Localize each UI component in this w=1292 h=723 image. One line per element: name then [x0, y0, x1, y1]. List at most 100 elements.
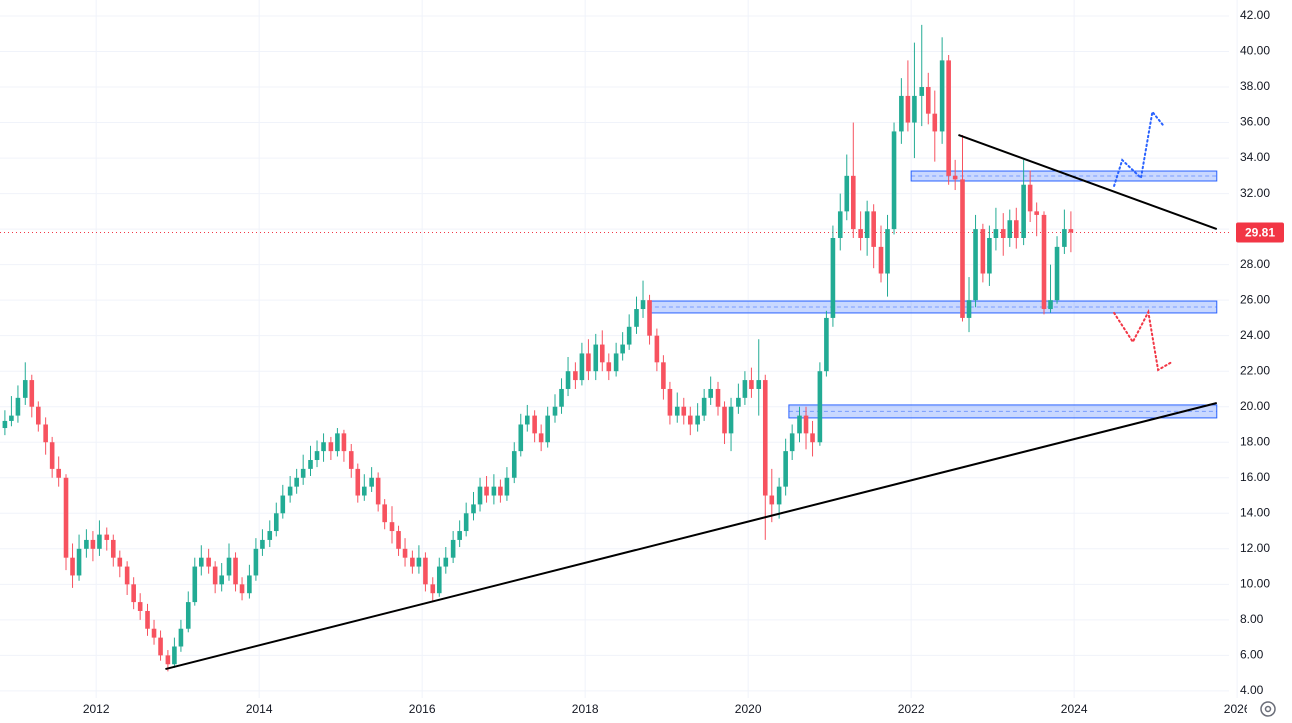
- candle-body: [756, 380, 762, 389]
- candle-body: [647, 300, 652, 336]
- candle-body: [2, 420, 8, 429]
- candle-body: [308, 460, 313, 469]
- candle-body: [715, 388, 721, 407]
- candle-body: [273, 513, 279, 532]
- candle-body: [586, 353, 591, 372]
- candle-body: [84, 539, 89, 549]
- y-tick-label: 14.00: [1240, 505, 1270, 519]
- candle-body: [199, 557, 204, 567]
- candle-body: [9, 415, 14, 421]
- candle-body: [484, 486, 489, 496]
- candle-body: [124, 566, 130, 585]
- candle-body: [789, 433, 795, 452]
- x-tick-label: 2012: [83, 702, 110, 716]
- x-tick-label: 2018: [572, 702, 599, 716]
- candle-body: [858, 229, 863, 238]
- x-tick-label: 2020: [735, 702, 762, 716]
- candle-body: [423, 557, 428, 585]
- plot-area: [0, 24, 1229, 672]
- candle-body: [267, 531, 273, 540]
- candle-body: [90, 539, 96, 549]
- candle-body: [606, 362, 612, 372]
- candle-body: [830, 237, 836, 318]
- candle-body: [1068, 229, 1074, 233]
- y-tick-label: 32.00: [1240, 186, 1270, 200]
- projection-path: [1113, 308, 1173, 372]
- candle-body: [912, 95, 917, 123]
- candle-body: [661, 362, 666, 389]
- candle-body: [192, 566, 198, 603]
- candle-body: [905, 95, 911, 123]
- candle-body: [769, 495, 775, 505]
- candle-body: [15, 397, 21, 416]
- candle-body: [1048, 300, 1053, 310]
- candle-body: [626, 326, 632, 345]
- candle-body: [1054, 246, 1060, 301]
- candle-body: [165, 655, 171, 665]
- candle-body: [110, 539, 116, 558]
- candle-body: [294, 477, 299, 487]
- candle-body: [695, 415, 700, 425]
- gear-icon[interactable]: [1260, 701, 1276, 717]
- y-tick-label: 10.00: [1240, 577, 1270, 591]
- candle-body: [247, 575, 252, 594]
- y-tick-label: 8.00: [1240, 612, 1264, 626]
- candle-body: [960, 179, 965, 318]
- candle-body: [253, 548, 259, 576]
- candle-body: [219, 575, 224, 585]
- candle-body: [728, 406, 734, 434]
- candle-body: [708, 388, 713, 398]
- candle-body: [172, 646, 177, 665]
- candle-body: [206, 557, 211, 567]
- candle-body: [518, 424, 524, 452]
- candle-body: [76, 548, 82, 576]
- candle-body: [674, 406, 680, 416]
- candle-body: [532, 415, 537, 434]
- candle-body: [178, 628, 184, 647]
- candle-body: [463, 513, 469, 532]
- candle-body: [579, 353, 585, 381]
- candle-body: [185, 602, 191, 629]
- candle-body: [878, 246, 884, 274]
- candle-body: [824, 317, 829, 372]
- candle-body: [348, 451, 354, 469]
- candle-body: [280, 495, 286, 514]
- gear-center[interactable]: [1264, 705, 1272, 713]
- candle-body: [797, 415, 802, 434]
- last-price-badge: [1236, 222, 1284, 243]
- candle-body: [145, 610, 150, 629]
- candle-body: [239, 584, 245, 594]
- y-tick-label: 20.00: [1240, 399, 1270, 413]
- x-tick-label: 2016: [409, 702, 436, 716]
- y-tick-label: 26.00: [1240, 292, 1270, 306]
- candle-body: [837, 211, 843, 238]
- candle-body: [850, 175, 856, 230]
- candle-body: [1021, 184, 1026, 238]
- candle-body: [49, 442, 55, 469]
- candle-body: [899, 95, 904, 132]
- y-axis: 4.00 6.00 8.00 10.00 12.00 14.00 16.00 18.00 20.…: [1236, 8, 1284, 697]
- candle-body: [620, 344, 625, 354]
- candle-body: [233, 557, 238, 585]
- candle-body: [1000, 229, 1006, 238]
- candle-body: [640, 300, 646, 310]
- candle-body: [776, 486, 782, 505]
- x-axis: 2012 2014 2016 2018 2020 2022 2024 2026: [83, 702, 1247, 716]
- candle-body: [559, 388, 564, 407]
- candle-body: [300, 468, 306, 478]
- projection-path: [1113, 109, 1164, 187]
- candle-body: [524, 415, 530, 425]
- candle-body: [925, 87, 931, 114]
- settings-button[interactable]: [1260, 701, 1276, 717]
- candle-body: [450, 539, 456, 558]
- candle-body: [430, 584, 436, 594]
- candle-body: [593, 344, 599, 372]
- candle-body: [803, 415, 809, 434]
- candle-body: [335, 433, 340, 452]
- candle-body: [22, 380, 28, 398]
- candle-body: [538, 433, 544, 443]
- y-tick-label: 4.00: [1240, 683, 1264, 697]
- candle-body: [43, 424, 48, 443]
- candle-body: [1041, 214, 1047, 310]
- candle-body: [29, 380, 35, 407]
